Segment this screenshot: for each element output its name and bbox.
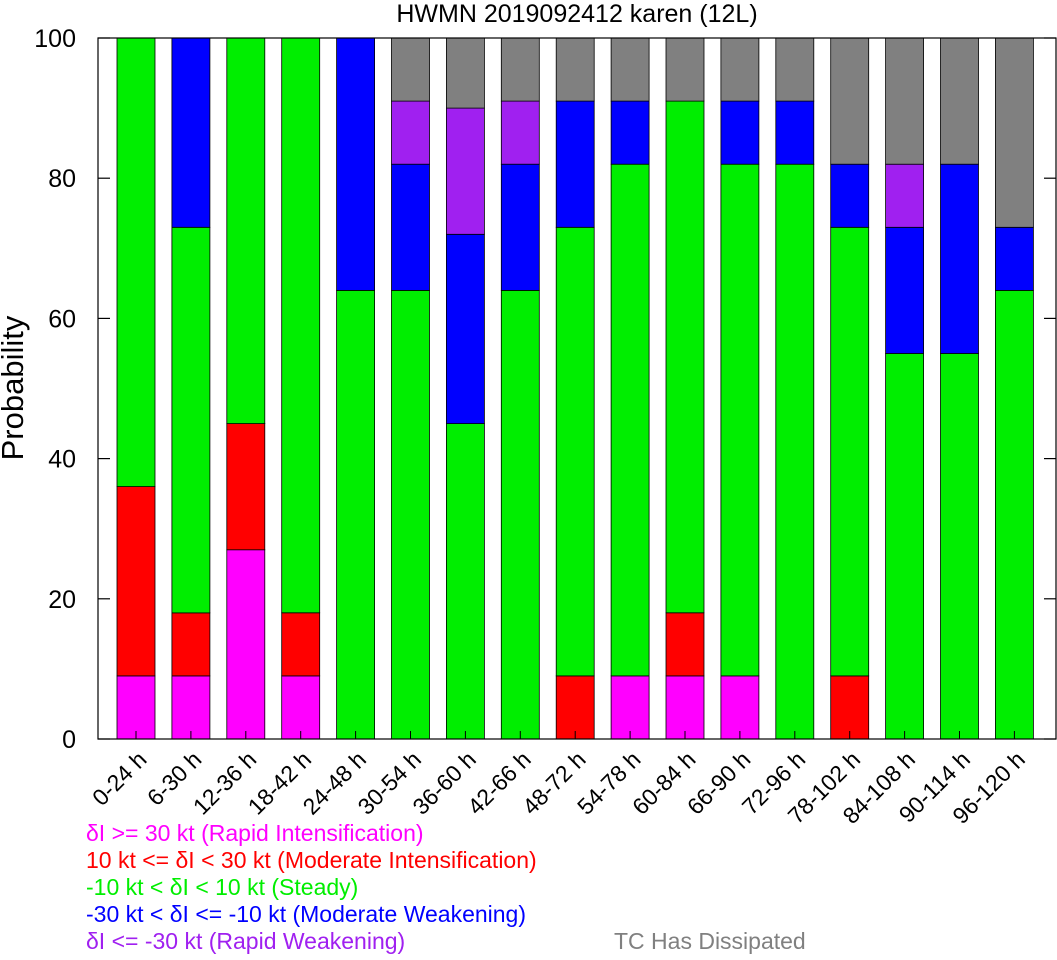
y-tick-label: 80: [48, 165, 76, 193]
bar-segment-5-13: [830, 37, 870, 165]
bar-segment-0-11: [720, 675, 760, 740]
bar-segment-2-7: [500, 289, 540, 740]
legend-item-rapid-weakening: δI <= -30 kt (Rapid Weakening): [86, 928, 406, 954]
bar-segment-4-14: [885, 163, 924, 228]
bar-segment-2-6: [445, 423, 485, 740]
bar-segment-2-10: [665, 100, 705, 614]
bar-segment-0-3: [281, 675, 321, 740]
bar-segment-3-4: [336, 37, 376, 291]
bar-segment-3-13: [830, 163, 870, 228]
y-tick-label: 0: [62, 726, 76, 754]
bar-segment-3-11: [720, 100, 760, 165]
bar-segment-5-6: [445, 37, 485, 109]
bar-segment-2-2: [226, 37, 266, 425]
bar-segment-2-14: [885, 352, 924, 740]
legend-item-moderate-weakening: -30 kt < δI <= -10 kt (Moderate Weakenin…: [86, 901, 527, 927]
y-tick-label: 20: [48, 586, 76, 614]
bar-segment-4-6: [445, 107, 485, 235]
bar-segment-2-11: [720, 163, 760, 677]
bar-segment-3-1: [171, 37, 211, 228]
bar-segment-2-3: [281, 37, 321, 614]
legend-item-rapid-intensification: δI >= 30 kt (Rapid Intensification): [86, 820, 424, 846]
bar-segment-2-5: [391, 289, 430, 740]
bar-segment-1-8: [555, 675, 595, 740]
bar-segment-3-9: [610, 100, 650, 165]
bar-segment-0-9: [610, 675, 650, 740]
bars-group: [116, 37, 1034, 740]
bar-segment-3-16: [995, 226, 1034, 291]
y-tick-label: 100: [34, 25, 76, 53]
bar-segment-2-12: [775, 163, 815, 740]
bar-segment-3-12: [775, 100, 815, 165]
y-tick-label: 60: [48, 305, 76, 333]
bar-segment-3-7: [500, 163, 540, 291]
bar-segment-3-5: [391, 163, 430, 291]
bar-segment-5-8: [555, 37, 595, 102]
bar-segment-2-13: [830, 226, 870, 677]
bar-segment-4-5: [391, 100, 430, 165]
bar-segment-2-0: [116, 37, 156, 488]
legend-item-steady: -10 kt < δI < 10 kt (Steady): [86, 874, 359, 900]
bar-segment-1-13: [830, 675, 870, 740]
bar-segment-1-3: [281, 612, 321, 677]
bar-segment-5-7: [500, 37, 540, 102]
legend: δI >= 30 kt (Rapid Intensification) 10 k…: [86, 820, 806, 955]
bar-segment-2-16: [995, 289, 1034, 740]
bar-segment-5-11: [720, 37, 760, 102]
bar-segment-3-15: [940, 163, 979, 354]
legend-item-moderate-intensification: 10 kt <= δI < 30 kt (Moderate Intensific…: [86, 847, 537, 873]
bar-segment-3-8: [555, 100, 595, 228]
bar-segment-5-9: [610, 37, 650, 102]
bar-segment-2-1: [171, 226, 211, 614]
bar-segment-2-15: [940, 352, 979, 740]
bar-segment-5-12: [775, 37, 815, 102]
bar-segment-4-7: [500, 100, 540, 165]
bar-segment-2-8: [555, 226, 595, 677]
bar-segment-1-2: [226, 423, 266, 551]
plot-frame: [97, 37, 1057, 740]
chart-title: HWMN 2019092412 karen (12L): [396, 0, 757, 28]
bar-segment-1-10: [665, 612, 705, 677]
bar-segment-0-2: [226, 549, 266, 740]
bar-segment-2-9: [610, 163, 650, 677]
bar-segment-5-5: [391, 37, 430, 102]
bar-segment-5-14: [885, 37, 924, 165]
bar-segment-5-10: [665, 37, 705, 102]
bar-segment-5-16: [995, 37, 1034, 228]
legend-item-tc-dissipated: TC Has Dissipated: [614, 928, 806, 954]
bar-segment-3-14: [885, 226, 924, 354]
bar-segment-1-0: [116, 486, 156, 677]
bar-segment-0-1: [171, 675, 211, 740]
bar-segment-2-4: [336, 289, 376, 740]
y-tick-label: 40: [48, 446, 76, 474]
bar-segment-3-6: [445, 233, 485, 425]
bar-segment-0-10: [665, 675, 705, 740]
x-tick-label: 0-24 h: [87, 746, 152, 811]
bar-segment-5-15: [940, 37, 979, 165]
y-axis-label: Probability: [0, 315, 30, 460]
bar-segment-1-1: [171, 612, 211, 677]
bar-segment-0-0: [116, 675, 156, 740]
